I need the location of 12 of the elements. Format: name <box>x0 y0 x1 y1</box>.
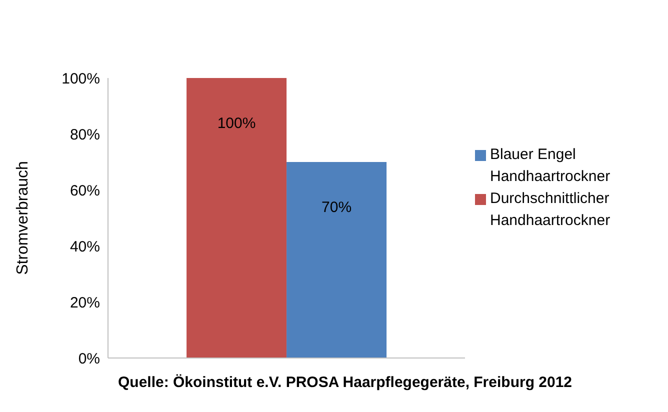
data-label: 70% <box>322 199 352 216</box>
y-tick-label: 0% <box>78 350 100 368</box>
y-tick-label: 100% <box>62 70 100 88</box>
legend-label: Durchschnittlicher Handhaartrockner <box>490 189 612 231</box>
y-axis-title: Stromverbrauch <box>14 161 32 275</box>
legend-label: Blauer Engel Handhaartrockner <box>490 145 612 187</box>
y-tick-label: 60% <box>70 182 100 200</box>
source-note: Quelle: Ökoinstitut e.V. PROSA Haarpflegegeräte, Freiburg 2012 <box>118 374 574 391</box>
y-tick-label: 80% <box>70 126 100 144</box>
y-tick-label: 20% <box>70 294 100 312</box>
y-tick-label: 40% <box>70 238 100 256</box>
data-label: 100% <box>217 115 256 132</box>
